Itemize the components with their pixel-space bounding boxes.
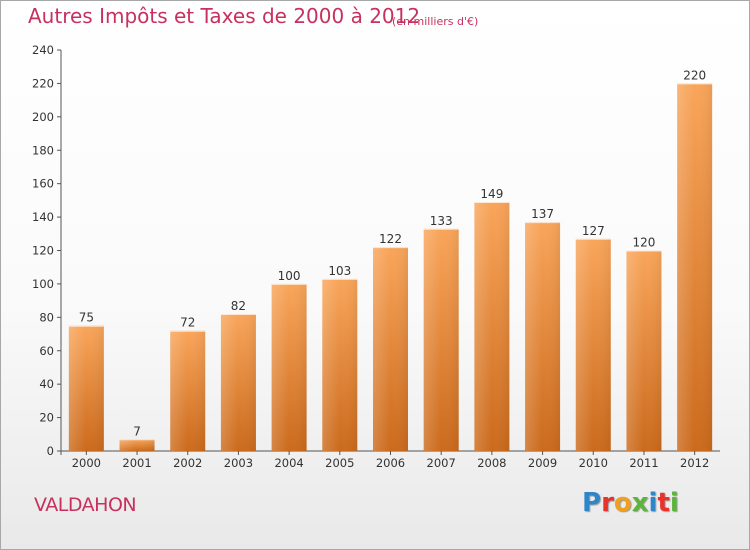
- data-label-2000: 75: [79, 311, 94, 325]
- x-tick-label: 2012: [680, 456, 709, 470]
- data-label-2003: 82: [231, 299, 246, 313]
- y-tick-label: 220: [32, 76, 54, 90]
- y-tick-label: 0: [47, 444, 54, 458]
- bar-shine-2010: [575, 238, 611, 451]
- x-tick-label: 2003: [224, 456, 253, 470]
- data-label-2006: 122: [379, 232, 402, 246]
- y-tick-label: 140: [32, 210, 54, 224]
- bar-shine-2004: [271, 283, 307, 451]
- data-label-2001: 7: [133, 424, 141, 438]
- x-tick-label: 2006: [376, 456, 405, 470]
- y-tick-label: 120: [32, 244, 54, 258]
- logo-letter: t: [657, 488, 670, 518]
- y-tick-label: 40: [39, 377, 54, 391]
- y-tick-label: 20: [39, 411, 54, 425]
- x-tick-label: 2011: [629, 456, 658, 470]
- data-label-2008: 149: [480, 187, 503, 201]
- bar-shine-2009: [525, 222, 561, 451]
- bar-shine-2012: [677, 83, 713, 452]
- data-label-2010: 127: [582, 224, 605, 238]
- bar-shine-2000: [68, 325, 104, 451]
- x-tick-label: 2009: [528, 456, 557, 470]
- axes: 0 20 40 60 80 100 120 140 160 180 200 220 240 2000 200…: [32, 43, 720, 470]
- y-tick-label: 180: [32, 143, 54, 157]
- x-tick-label: 2000: [72, 456, 101, 470]
- x-tick-label: 2001: [122, 456, 151, 470]
- data-labels: 75 7 72 82 100 103 122 133 149 137 127 120 220: [79, 68, 706, 438]
- logo-letter: i: [648, 488, 658, 518]
- y-tick-label: 60: [39, 344, 54, 358]
- bar-shine-2003: [220, 313, 256, 451]
- y-tick-label: 240: [32, 43, 54, 57]
- proxiti-logo[interactable]: Proxiti: [582, 488, 679, 518]
- bar-shine-2005: [322, 278, 358, 451]
- x-tick-label: 2008: [477, 456, 506, 470]
- logo-letter: o: [613, 488, 632, 518]
- x-tick-label: 2004: [274, 456, 303, 470]
- bar-shine-2007: [423, 228, 459, 451]
- x-tick-label: 2010: [579, 456, 608, 470]
- data-label-2009: 137: [531, 207, 554, 221]
- y-tick-label: 160: [32, 177, 54, 191]
- x-tick-label: 2002: [173, 456, 202, 470]
- chart-subtitle: (en milliers d'€): [392, 15, 479, 28]
- data-label-2011: 120: [633, 236, 656, 250]
- logo-letter: x: [631, 488, 649, 518]
- logo-letter: i: [669, 488, 679, 518]
- bar-shine-2011: [626, 250, 662, 451]
- bar-shine-2008: [474, 202, 510, 451]
- location-label: VALDAHON: [34, 494, 137, 516]
- bar-shine-2002: [170, 330, 206, 451]
- data-label-2002: 72: [180, 316, 195, 330]
- data-label-2005: 103: [328, 264, 351, 278]
- data-label-2004: 100: [278, 269, 301, 283]
- chart-title: Autres Impôts et Taxes de 2000 à 2012: [28, 4, 421, 28]
- data-label-2012: 220: [683, 68, 706, 82]
- y-tick-label: 80: [39, 310, 54, 324]
- x-tick-label: 2005: [325, 456, 354, 470]
- logo-letter: r: [601, 488, 614, 518]
- logo-letter: P: [582, 488, 602, 518]
- x-tick-label: 2007: [427, 456, 456, 470]
- y-tick-label: 100: [32, 277, 54, 291]
- y-tick-label: 200: [32, 110, 54, 124]
- bar-shine-2001: [119, 439, 155, 451]
- bars: [68, 83, 713, 452]
- data-label-2007: 133: [430, 214, 453, 228]
- bar-shine-2006: [373, 247, 408, 451]
